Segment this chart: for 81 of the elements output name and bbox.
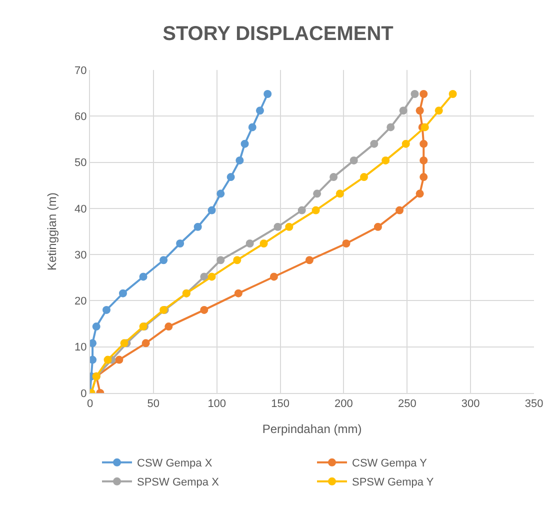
y-tick-label: 20 [74, 296, 87, 308]
x-tick-label: 350 [524, 398, 544, 410]
point [285, 222, 294, 231]
point [420, 173, 428, 182]
point [312, 206, 320, 214]
point [90, 356, 97, 364]
point [160, 256, 168, 264]
point [382, 156, 390, 164]
legend-label: CSW Gempa Y [352, 458, 428, 470]
point [350, 156, 358, 164]
point [120, 339, 128, 348]
point [420, 140, 428, 148]
point [92, 322, 100, 331]
chart-title: STORY DISPLACEMENT [162, 23, 394, 46]
point [200, 272, 208, 281]
point [396, 206, 404, 214]
point [448, 90, 457, 98]
y-axis-title: Ketinggian (m) [44, 192, 59, 271]
x-tick-label: 200 [334, 398, 353, 410]
point [104, 356, 112, 364]
point [142, 339, 150, 348]
point [194, 222, 202, 231]
point [115, 356, 124, 364]
point [264, 90, 272, 98]
x-tick-label: 150 [271, 398, 290, 410]
x-axis-title: Perpindahan (mm) [262, 422, 362, 436]
y-tick-label: 60 [74, 110, 87, 123]
point [313, 190, 322, 198]
point [298, 206, 306, 214]
point [102, 306, 110, 314]
y-tick-label: 10 [74, 342, 87, 354]
point [410, 90, 419, 98]
point [370, 140, 378, 148]
y-tick-label: 50 [74, 157, 87, 170]
y-tick-label: 0 [80, 388, 87, 400]
point [216, 190, 225, 198]
x-tick-label: 250 [398, 398, 416, 410]
point [336, 190, 344, 198]
point [236, 156, 244, 164]
point [256, 106, 264, 115]
y-tick-label: 70 [74, 64, 87, 77]
point [208, 206, 216, 214]
y-tick-label: 30 [74, 249, 87, 262]
point [139, 272, 148, 281]
legend-label: CSW Gempa X [137, 458, 213, 470]
point [274, 222, 282, 231]
x-tick-label: 100 [208, 398, 226, 410]
point [234, 289, 242, 298]
point [402, 140, 410, 148]
point [330, 173, 338, 182]
point [200, 306, 208, 314]
point [246, 240, 254, 248]
point [233, 256, 242, 264]
point [420, 123, 429, 132]
legend-label: SPSW Gempa X [137, 476, 220, 489]
point [399, 106, 408, 115]
point [90, 339, 97, 348]
point [416, 190, 424, 198]
point [164, 322, 173, 331]
point [260, 240, 268, 248]
point [416, 106, 424, 115]
x-tick-label: 300 [461, 398, 480, 410]
point [386, 123, 395, 132]
point [420, 156, 428, 164]
point [305, 256, 314, 264]
point [270, 272, 278, 281]
point [118, 289, 127, 298]
point [360, 173, 368, 182]
point [248, 123, 256, 132]
point [208, 272, 216, 281]
point [342, 240, 350, 248]
point [240, 140, 249, 148]
point [176, 240, 184, 248]
point [420, 90, 428, 98]
point [226, 173, 235, 182]
point [216, 256, 225, 264]
x-tick-label: 50 [147, 398, 160, 410]
y-tick-label: 40 [74, 203, 87, 216]
legend-label: SPSW Gempa Y [352, 476, 434, 489]
point [374, 222, 382, 231]
point [434, 106, 443, 115]
